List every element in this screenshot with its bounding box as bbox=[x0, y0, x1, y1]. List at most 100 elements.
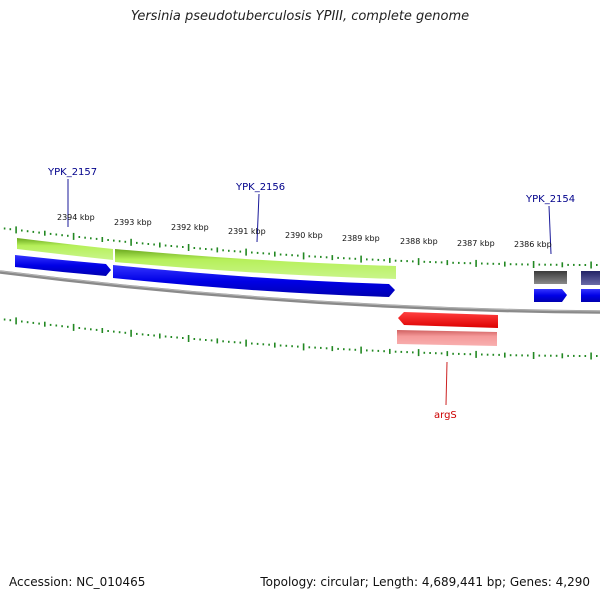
tick-mark bbox=[371, 349, 374, 352]
tick-mark bbox=[573, 354, 575, 357]
tick-mark bbox=[130, 329, 132, 337]
tick-mark bbox=[532, 261, 535, 268]
cds-feature-args[interactable] bbox=[398, 312, 498, 328]
tick-mark bbox=[107, 239, 109, 241]
tick-mark bbox=[555, 354, 558, 357]
tick-mark bbox=[170, 336, 173, 338]
tick-mark bbox=[458, 261, 460, 264]
tick-mark bbox=[360, 255, 362, 263]
ypk-2154-leader-line bbox=[548, 205, 552, 255]
tick-mark bbox=[555, 263, 558, 266]
tick-mark bbox=[67, 325, 69, 328]
gene-label-ypk-2156[interactable]: YPK_2156 bbox=[235, 182, 285, 193]
gene-feature-ypk-2157[interactable] bbox=[17, 238, 113, 260]
tick-mark bbox=[348, 348, 351, 351]
tick-mark bbox=[141, 333, 144, 336]
tick-mark bbox=[256, 251, 259, 254]
gene-feature-ypk-2154[interactable] bbox=[534, 271, 567, 284]
tick-mark bbox=[302, 252, 305, 260]
tick-mark bbox=[446, 260, 449, 266]
tick-mark bbox=[550, 354, 552, 357]
ypk-2156-leader-line bbox=[256, 193, 260, 243]
tick-mark bbox=[532, 352, 535, 359]
cds-feature-ypk-2154[interactable] bbox=[534, 289, 567, 302]
tick-mark bbox=[498, 262, 500, 265]
tick-mark bbox=[262, 252, 265, 255]
tick-mark bbox=[291, 345, 293, 348]
tick-mark bbox=[274, 342, 276, 348]
tick-mark bbox=[320, 346, 322, 349]
tick-mark bbox=[354, 348, 357, 351]
tick-mark bbox=[377, 349, 380, 352]
tick-mark bbox=[285, 253, 288, 256]
map-title: Yersinia pseudotuberculosis YPIII, compl… bbox=[130, 9, 470, 24]
tick-mark bbox=[44, 230, 46, 236]
tick-mark bbox=[302, 343, 305, 351]
tick-mark bbox=[95, 237, 98, 240]
tick-label: 2393 kbp bbox=[114, 218, 152, 227]
tick-mark bbox=[343, 348, 345, 351]
tick-mark bbox=[251, 251, 253, 254]
tick-mark bbox=[544, 354, 546, 357]
tick-label: 2388 kbp bbox=[400, 237, 438, 246]
tick-mark bbox=[245, 339, 247, 347]
tick-mark bbox=[61, 325, 63, 328]
cds-feature-ypk-2156[interactable] bbox=[113, 265, 395, 297]
tick-mark bbox=[498, 353, 500, 356]
tick-mark bbox=[118, 331, 121, 334]
tick-mark bbox=[147, 243, 150, 245]
tick-mark bbox=[32, 321, 35, 324]
tick-mark bbox=[176, 245, 178, 248]
tick-mark bbox=[3, 227, 6, 230]
tick-mark bbox=[308, 255, 311, 258]
tick-mark bbox=[538, 354, 541, 357]
tick-mark bbox=[15, 226, 17, 234]
tick-mark bbox=[279, 344, 282, 347]
tick-mark bbox=[170, 245, 173, 247]
tick-mark bbox=[584, 264, 587, 266]
cds-feature-ypk-2157[interactable] bbox=[15, 255, 111, 276]
tick-mark bbox=[61, 234, 63, 237]
tick-mark bbox=[440, 352, 443, 355]
tick-mark bbox=[233, 341, 236, 344]
tick-mark bbox=[222, 249, 224, 252]
gene-feature-ypk-2156[interactable] bbox=[115, 249, 396, 279]
tick-mark bbox=[268, 343, 270, 346]
tick-mark bbox=[538, 263, 541, 266]
tick-mark bbox=[406, 260, 408, 263]
tick-mark bbox=[423, 351, 426, 354]
tick-marks-bottom bbox=[3, 317, 598, 360]
cds-feature-next[interactable] bbox=[581, 289, 600, 302]
tick-mark bbox=[452, 352, 454, 355]
tick-mark bbox=[308, 346, 311, 349]
tick-mark bbox=[101, 328, 104, 333]
tick-mark bbox=[136, 241, 138, 244]
gene-label-ypk-2154[interactable]: YPK_2154 bbox=[525, 194, 575, 205]
tick-mark bbox=[504, 261, 506, 267]
tick-mark bbox=[337, 256, 339, 259]
tick-mark bbox=[101, 237, 104, 242]
tick-mark bbox=[325, 256, 328, 259]
tick-mark bbox=[561, 262, 564, 268]
tick-mark bbox=[400, 259, 403, 262]
topology-label: Topology: circular; Length: 4,689,441 bp… bbox=[260, 575, 590, 589]
tick-mark bbox=[205, 339, 207, 341]
tick-mark bbox=[15, 317, 17, 325]
gene-feature-next[interactable] bbox=[581, 271, 600, 285]
tick-mark bbox=[573, 263, 575, 266]
tick-label: 2386 kbp bbox=[514, 240, 552, 249]
gene-label-ypk-2157[interactable]: YPK_2157 bbox=[47, 167, 97, 178]
tick-mark bbox=[521, 263, 523, 266]
tick-mark bbox=[486, 262, 489, 265]
tick-mark bbox=[504, 352, 506, 358]
gene-feature-args[interactable] bbox=[397, 330, 497, 346]
gene-label-args[interactable]: argS bbox=[434, 410, 457, 421]
tick-mark bbox=[578, 264, 581, 266]
tick-mark bbox=[130, 238, 132, 246]
tick-mark bbox=[141, 242, 144, 245]
tick-mark bbox=[193, 338, 196, 340]
tick-mark bbox=[360, 346, 362, 354]
tick-mark bbox=[486, 353, 489, 356]
tick-mark bbox=[90, 237, 92, 240]
tick-mark bbox=[216, 247, 219, 253]
